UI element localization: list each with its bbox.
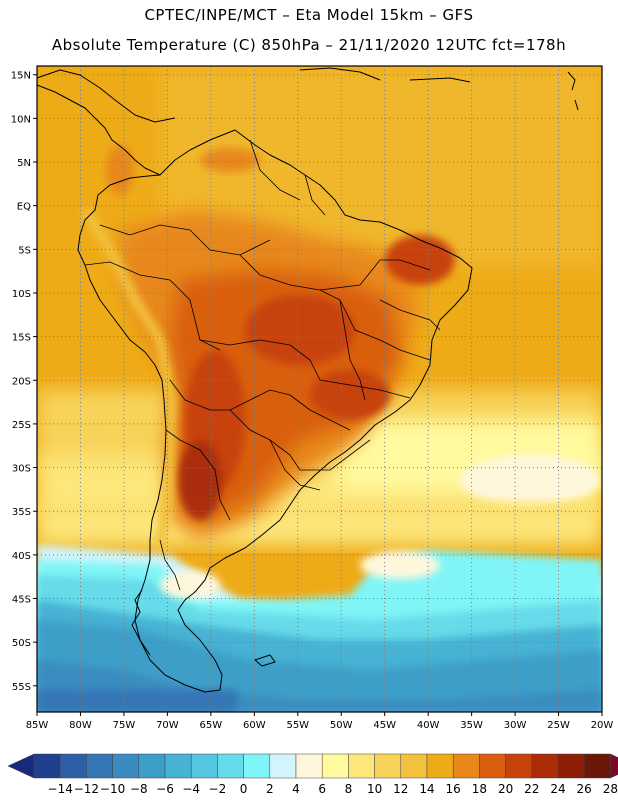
colorbar-label: 20 xyxy=(498,782,513,796)
lon-label: 70W xyxy=(156,720,179,731)
map-frame xyxy=(36,65,603,713)
coastline xyxy=(36,67,579,693)
lat-label: 5S xyxy=(18,245,31,256)
colorbar-swatch xyxy=(531,753,559,779)
colorbar-swatch xyxy=(505,753,533,779)
colorbar-label: 28 xyxy=(603,782,618,796)
colorbar-high-arrow xyxy=(610,753,618,779)
colorbar-label: 10 xyxy=(367,782,382,796)
temperature-field xyxy=(37,66,602,712)
colorbar-swatch xyxy=(86,753,113,779)
colorbar-swatch xyxy=(426,753,454,779)
colorbar-label: 2 xyxy=(266,782,274,796)
lon-label: 75W xyxy=(113,720,136,731)
lat-label: 35S xyxy=(12,507,31,518)
colorbar-swatch xyxy=(33,753,61,779)
colorbar-label: 4 xyxy=(292,782,300,796)
colorbar-label: 16 xyxy=(446,782,461,796)
colorbar-swatch xyxy=(452,753,480,779)
colorbar-label: 12 xyxy=(393,782,408,796)
lat-label: 20S xyxy=(12,376,31,387)
lon-label: 85W xyxy=(26,720,49,731)
lat-label: EQ xyxy=(17,202,31,213)
country-borders xyxy=(84,139,441,591)
colorbar-label: 6 xyxy=(318,782,326,796)
colorbar-label: −14 xyxy=(48,782,73,796)
colorbar-low-arrow xyxy=(7,753,35,779)
lat-label: 45S xyxy=(12,595,31,606)
colorbar-label: 0 xyxy=(240,782,248,796)
lon-label: 35W xyxy=(460,720,483,731)
colorbar-swatch xyxy=(217,753,244,779)
lat-label: 15N xyxy=(11,71,31,82)
lat-label: 10S xyxy=(12,289,31,300)
colorbar-swatch xyxy=(479,753,506,779)
lat-label: 50S xyxy=(12,638,31,649)
lon-label: 65W xyxy=(200,720,223,731)
colorbar-swatch xyxy=(583,753,611,779)
lon-label: 80W xyxy=(69,720,92,731)
colorbar-swatch xyxy=(138,753,166,779)
lon-label: 45W xyxy=(373,720,396,731)
lon-label: 60W xyxy=(243,720,266,731)
longitude-labels: 85W 80W 75W 70W 65W 60W 55W 50W 45W 40W 35W 30W 25W 2… xyxy=(26,712,614,731)
colorbar-label: −10 xyxy=(100,782,125,796)
lat-label: 10N xyxy=(11,114,31,125)
lat-label: 25S xyxy=(12,420,31,431)
lon-label: 25W xyxy=(547,720,570,731)
colorbar-swatch xyxy=(164,753,192,779)
colorbar-label: −4 xyxy=(182,782,200,796)
colorbar-swatch xyxy=(269,753,297,779)
colorbar: −14 −12 −10 −8 −6 −4 −2 0 2 4 6 8 10 12 14 16 18 20 22 24 26… xyxy=(7,753,618,796)
colorbar-label: −12 xyxy=(74,782,99,796)
lon-label: 55W xyxy=(286,720,309,731)
title-line-1: CPTEC/INPE/MCT – Eta Model 15km – GFS xyxy=(144,6,474,24)
lat-label: 40S xyxy=(12,551,31,562)
colorbar-swatch xyxy=(557,753,585,779)
colorbar-swatch xyxy=(348,753,375,779)
lon-label: 20W xyxy=(591,720,614,731)
colorbar-label: 8 xyxy=(345,782,353,796)
latitude-labels: 15N 10N 5N EQ 5S 10S 15S 20S 25S 30S 35S 40S 45S 50S 5… xyxy=(11,71,37,693)
colorbar-swatch xyxy=(374,753,402,779)
lon-label: 40W xyxy=(417,720,440,731)
colorbar-swatch xyxy=(400,753,428,779)
colorbar-swatch xyxy=(112,753,140,779)
colorbar-swatch xyxy=(59,753,87,779)
temperature-map: 15N 10N 5N EQ 5S 10S 15S 20S 25S 30S 35S 40S 45S 50S 5… xyxy=(11,65,614,731)
colorbar-label: 18 xyxy=(472,782,487,796)
colorbar-label: −8 xyxy=(130,782,148,796)
lon-label: 50W xyxy=(330,720,353,731)
title-line-2: Absolute Temperature (C) 850hPa – 21/11/… xyxy=(51,36,567,54)
lat-label: 30S xyxy=(12,464,31,475)
colorbar-label: 24 xyxy=(550,782,565,796)
lon-label: 30W xyxy=(504,720,527,731)
lat-label: 55S xyxy=(12,682,31,693)
colorbar-swatch xyxy=(243,753,271,779)
lat-label: 15S xyxy=(12,333,31,344)
colorbar-swatch xyxy=(190,753,218,779)
colorbar-swatch xyxy=(321,753,349,779)
colorbar-swatch xyxy=(295,753,323,779)
colorbar-label: −6 xyxy=(156,782,174,796)
colorbar-label: 22 xyxy=(524,782,539,796)
lat-label: 5N xyxy=(17,158,31,169)
colorbar-label: 26 xyxy=(577,782,592,796)
colorbar-label: 14 xyxy=(419,782,434,796)
colorbar-label: −2 xyxy=(209,782,227,796)
